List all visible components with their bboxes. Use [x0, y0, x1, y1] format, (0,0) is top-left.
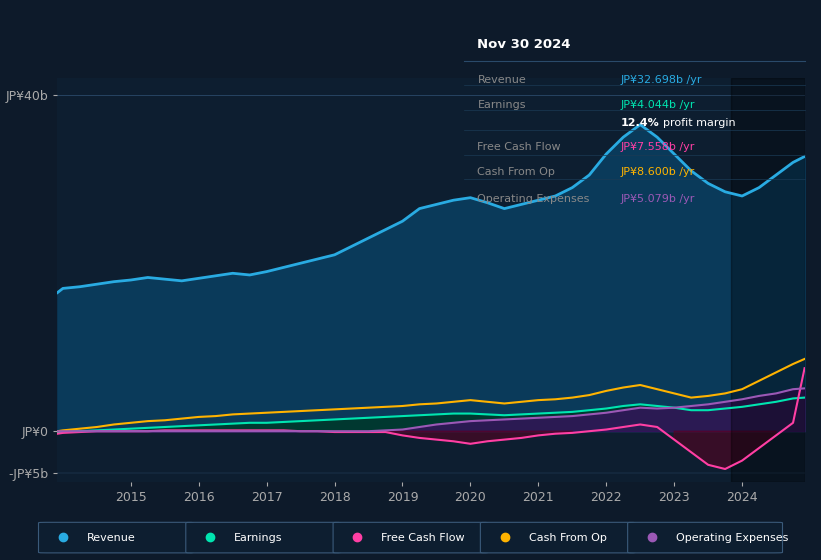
FancyBboxPatch shape — [480, 522, 635, 553]
Text: Free Cash Flow: Free Cash Flow — [478, 142, 561, 152]
Text: JP¥4.044b /yr: JP¥4.044b /yr — [621, 100, 695, 110]
FancyBboxPatch shape — [39, 522, 193, 553]
Text: Earnings: Earnings — [234, 533, 282, 543]
Text: JP¥5.079b /yr: JP¥5.079b /yr — [621, 194, 695, 204]
Text: 12.4%: 12.4% — [621, 118, 659, 128]
Text: profit margin: profit margin — [663, 118, 736, 128]
Text: Revenue: Revenue — [478, 75, 526, 85]
Text: Revenue: Revenue — [87, 533, 135, 543]
Text: JP¥7.558b /yr: JP¥7.558b /yr — [621, 142, 695, 152]
FancyBboxPatch shape — [628, 522, 782, 553]
Text: Nov 30 2024: Nov 30 2024 — [478, 38, 571, 51]
Text: JP¥8.600b /yr: JP¥8.600b /yr — [621, 167, 695, 177]
Text: Operating Expenses: Operating Expenses — [478, 194, 589, 204]
Bar — [731, 78, 805, 482]
Text: JP¥32.698b /yr: JP¥32.698b /yr — [621, 75, 702, 85]
Text: Cash From Op: Cash From Op — [529, 533, 607, 543]
Text: Earnings: Earnings — [478, 100, 526, 110]
Text: Cash From Op: Cash From Op — [478, 167, 555, 177]
Text: Operating Expenses: Operating Expenses — [676, 533, 788, 543]
FancyBboxPatch shape — [186, 522, 341, 553]
FancyBboxPatch shape — [333, 522, 488, 553]
Text: Free Cash Flow: Free Cash Flow — [382, 533, 465, 543]
